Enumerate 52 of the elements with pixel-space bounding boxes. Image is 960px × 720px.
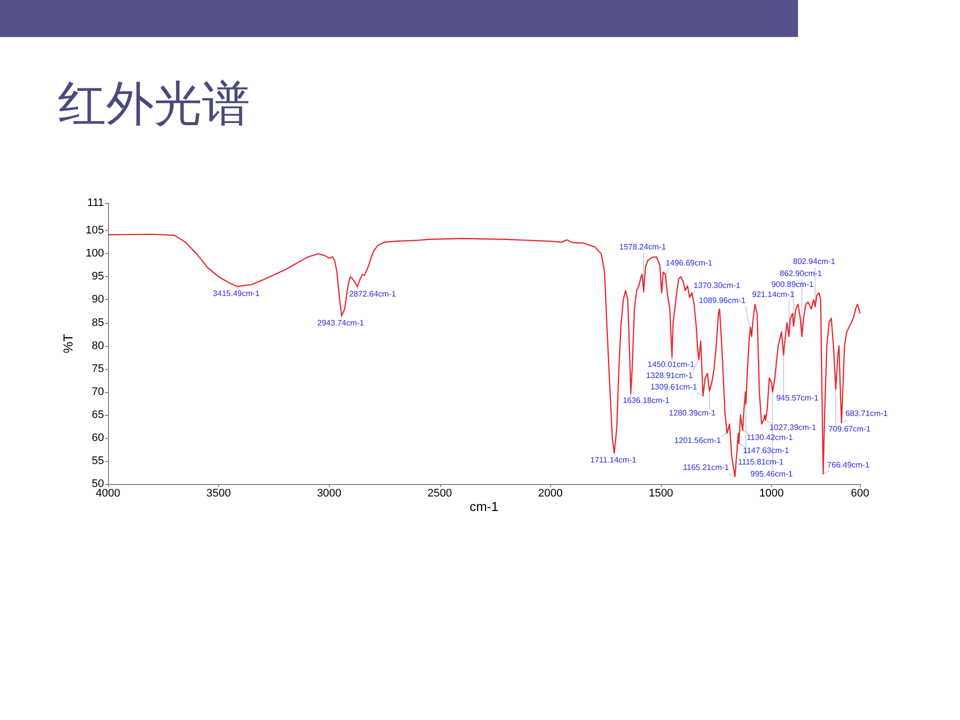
- y-tick-label: 75: [92, 362, 104, 375]
- x-tick-label: 1500: [648, 488, 674, 500]
- annotation: 709.67cm-1: [828, 424, 872, 434]
- y-tick-label: 70: [92, 386, 104, 398]
- annotation: 1115.81cm-1: [738, 457, 784, 466]
- annotation: 1201.56cm-1: [674, 436, 722, 445]
- y-tick-label: 90: [92, 294, 104, 306]
- annotation: 1450.01cm-1: [648, 360, 695, 369]
- annotation: 2872.64cm-1: [349, 289, 396, 298]
- annotation: 2943.74cm-1: [317, 318, 365, 328]
- y-tick-label: 85: [92, 316, 104, 329]
- x-tick-label: 3500: [206, 488, 231, 500]
- y-tick-label: 100: [86, 248, 104, 260]
- y-tick-label: 95: [92, 270, 104, 283]
- y-tick-label: 65: [92, 408, 104, 421]
- annotation: 1496.69cm-1: [666, 258, 713, 268]
- annotation: 862.90cm-1: [780, 269, 823, 278]
- annotation: 802.94cm-1: [792, 257, 836, 266]
- annotation: 683.71cm-1: [845, 409, 888, 418]
- annotation: 995.46cm-1: [750, 469, 794, 478]
- y-tick-label: 111: [87, 197, 104, 209]
- annotation: 766.49cm-1: [827, 460, 870, 470]
- x-tick-label: 4000: [96, 488, 120, 500]
- chart-title: 红外光谱: [58, 75, 250, 134]
- annotation: 1280.39cm-1: [668, 408, 716, 418]
- annotation: 921.14cm-1: [752, 290, 795, 300]
- annotation: 1027.39cm-1: [769, 422, 817, 432]
- x-tick-label: 2500: [428, 488, 452, 500]
- annotation: 1089.96cm-1: [698, 296, 746, 306]
- annotation: 945.57cm-1: [776, 394, 819, 403]
- annotation: 1711.14cm-1: [590, 456, 637, 465]
- y-tick-label: 60: [92, 432, 104, 444]
- x-tick-label: 3000: [316, 488, 342, 500]
- x-tick-label: 600: [850, 488, 870, 500]
- annotation: 1328.91cm-1: [646, 371, 694, 380]
- annotation: 1147.63cm-1: [742, 446, 790, 455]
- annotation: 1636.18cm-1: [622, 396, 670, 406]
- annotation: 1370.30cm-1: [694, 280, 741, 290]
- annotation: 1578.24cm-1: [619, 242, 667, 252]
- annotation: 1309.61cm-1: [650, 382, 698, 392]
- y-tick-label: 80: [92, 340, 104, 352]
- y-tick-label: 50: [92, 478, 104, 490]
- annotation: 900.89cm-1: [771, 280, 814, 289]
- x-tick-label: 2000: [538, 488, 563, 500]
- x-axis-title: cm-1: [470, 499, 498, 514]
- y-axis-title: %T: [60, 334, 76, 354]
- y-tick-label: 55: [92, 454, 104, 467]
- annotation: 1130.42cm-1: [746, 433, 794, 442]
- annotation: 1165.21cm-1: [682, 463, 730, 472]
- annotation: 3415.49cm-1: [212, 288, 260, 298]
- y-tick-label: 105: [86, 224, 104, 237]
- x-tick-label: 1000: [759, 488, 784, 500]
